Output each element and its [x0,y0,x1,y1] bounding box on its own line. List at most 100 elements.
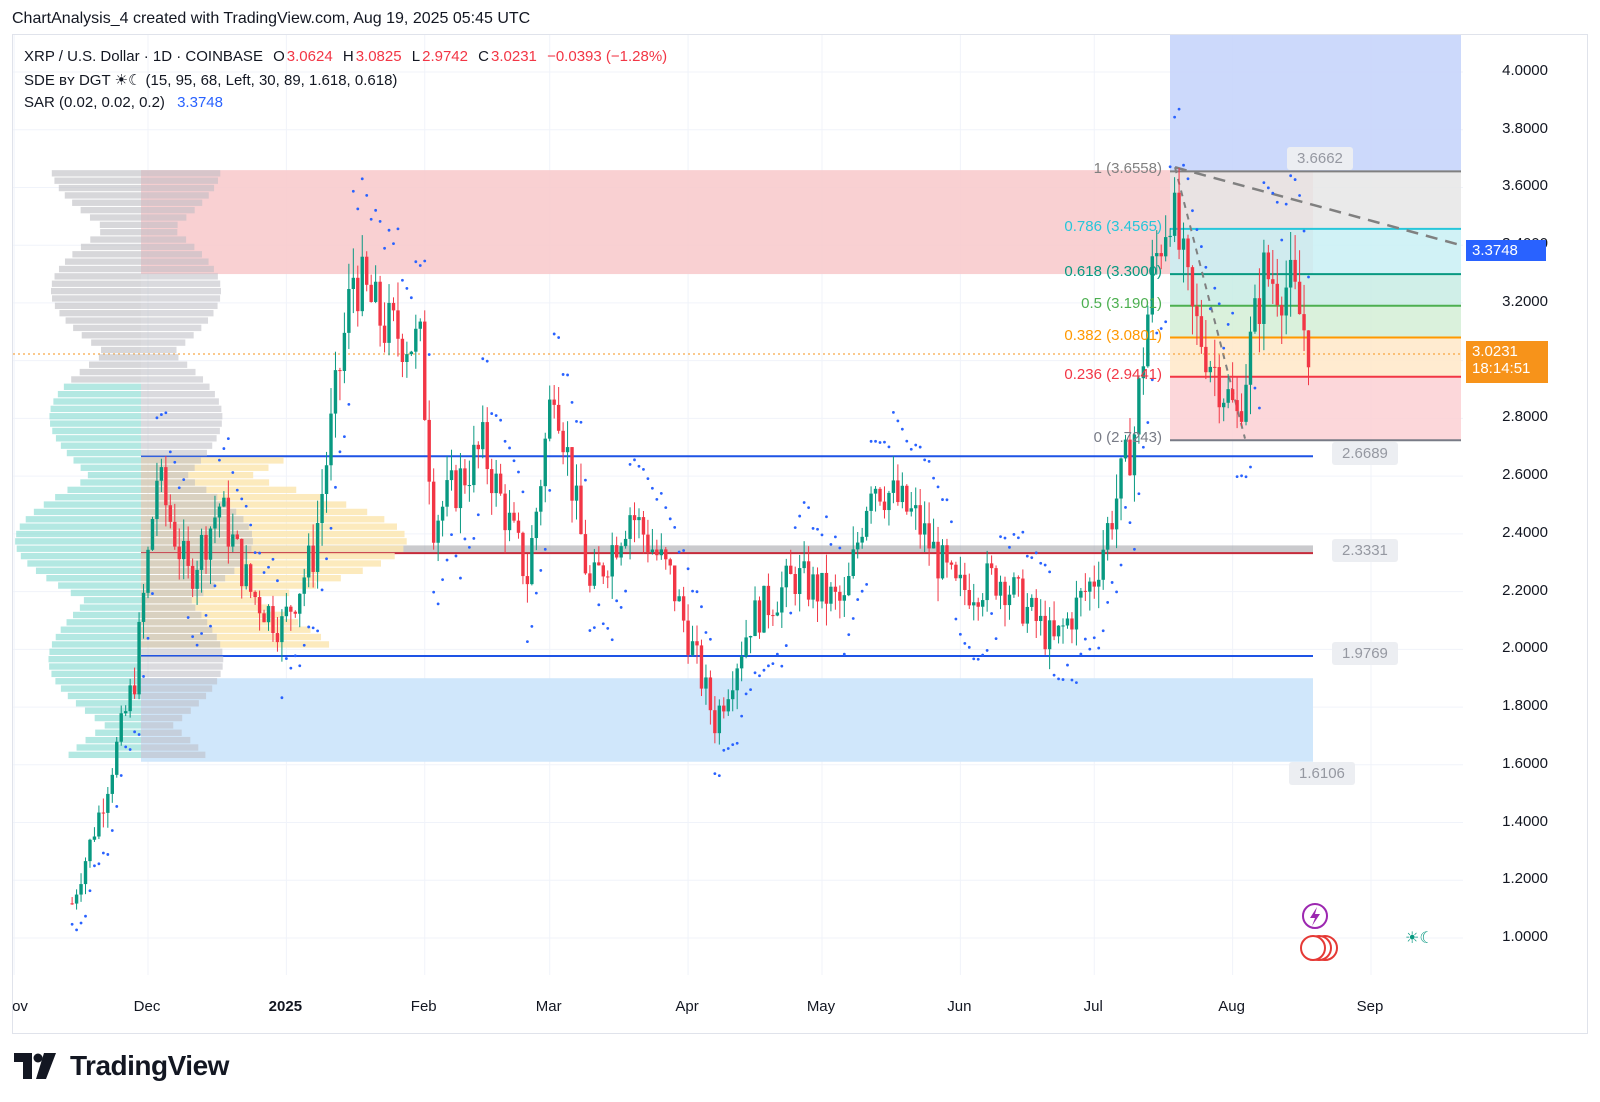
volume-profile-bar [80,464,141,471]
sar-dot [490,412,494,415]
tradingview-logo[interactable]: TradingView [14,1050,229,1082]
volume-profile-bar [141,265,214,273]
candle-body [119,713,123,742]
volume-profile-bar [141,486,297,494]
volume-profile-bar [79,368,141,376]
volume-profile-bar [141,626,213,633]
support-band [141,545,1313,554]
sar-dot [427,353,431,356]
session-icon[interactable]: ☀☾ [1405,930,1434,947]
sar-dot [1284,202,1288,206]
candle-body [311,545,315,572]
time-axis-label: Feb [410,998,437,1015]
sar-dot [472,537,476,540]
volume-profile-bar [141,655,224,663]
sar-dot [110,829,114,832]
sar-dot [351,189,355,193]
candle-body [873,488,878,494]
volume-profile-bar [141,346,177,354]
price-axis-tick: 2.4000 [1502,523,1548,541]
candle-body [744,637,748,657]
legend-symbol[interactable]: XRP / U.S. Dollar · 1D · COINBASE [24,48,263,65]
sar-dot [610,638,614,642]
sar-dot [124,745,128,749]
volume-profile-bar [141,486,207,494]
sar-dot [338,450,342,454]
sar-dot [1039,561,1043,565]
candle-body [664,549,668,560]
sar-dot [950,520,953,524]
candle-body [1097,579,1101,587]
candle-body [1065,618,1070,626]
candle-body [1034,597,1038,622]
volume-profile-bar [89,214,141,221]
sar-dot [914,443,918,447]
candle-body [123,711,128,714]
sar-dot [771,662,775,666]
event-icons[interactable] [1300,903,1338,961]
volume-profile-bar [141,192,209,199]
candle-body [481,422,485,450]
sar-dot [1083,637,1087,641]
volume-profile-bar [141,545,252,552]
candle-body [985,563,989,601]
sar-dot [115,805,119,808]
candle-body [360,256,364,312]
sar-dot [1191,209,1194,213]
candle-body [1217,367,1221,408]
volume-profile-bar [141,611,285,619]
sar-dot [432,590,436,594]
candle-body [182,540,186,560]
candle-body [556,404,561,431]
volume-profile-bar [141,604,271,611]
chart-frame[interactable]: ☀☾ [12,34,1588,1034]
candle-body [1003,581,1007,606]
sar-dot [1258,406,1261,410]
sar-dot [119,774,123,777]
candle-body [806,561,811,600]
volume-profile-bar [16,530,141,538]
volume-profile-bar [33,508,142,516]
price-chart[interactable]: ☀☾ [13,35,1589,1035]
sar-dot [517,470,520,474]
us-flag-event-icon[interactable] [1300,935,1326,961]
sar-dot [655,497,659,501]
candle-body [1007,594,1012,606]
volume-profile-bar [141,471,254,479]
volume-profile-bar [141,206,195,214]
legend-sde[interactable]: SDE ʙʏ DGT ☀☾ (15, 95, 68, Left, 30, 89,… [24,71,399,89]
sar-dot [1177,107,1181,111]
candle-body [213,517,217,529]
resistance-zone [141,170,1313,275]
candle-body [382,325,387,343]
volume-profile-bar [64,192,141,199]
legend-sar[interactable]: SAR (0.02, 0.02, 0.2) 3.3748 [24,94,225,111]
candle-body [137,621,141,695]
candle-body [927,523,931,549]
volume-profile-bar [141,633,322,641]
candle-body [1137,378,1141,435]
last-price-value: 3.0231 [1472,342,1518,360]
candle-body [208,528,213,560]
sar-dot [762,668,766,672]
sar-dot [1298,194,1301,197]
legend-c-label: C [478,48,490,65]
volume-profile-bar [141,501,347,508]
sar-dot [499,418,503,422]
candle-body [173,521,177,547]
candle-body [811,574,815,600]
candle-body [963,574,967,590]
sar-dot [1168,165,1172,169]
sar-dot [945,498,949,502]
lightning-event-icon[interactable] [1302,903,1328,929]
volume-profile-bar [48,655,142,663]
volume-profile-bar [20,552,141,560]
sar-dot [958,632,962,636]
volume-profile-bar [141,552,248,560]
sar-dot [1195,228,1199,232]
sar-dot [646,477,650,481]
candle-body [293,611,297,614]
price-axis-tick: 3.6000 [1502,177,1548,195]
volume-profile-bar [141,427,220,435]
candle-body [855,542,860,550]
